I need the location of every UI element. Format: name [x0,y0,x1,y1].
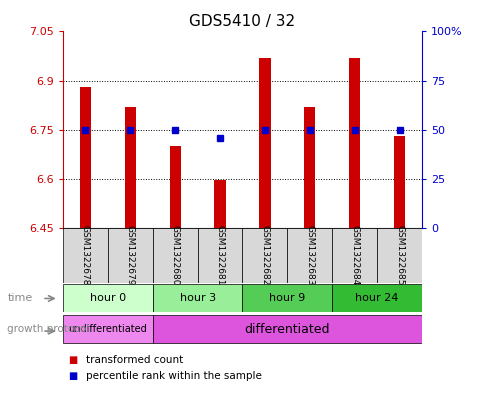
Text: GSM1322681: GSM1322681 [215,225,224,286]
Text: time: time [7,293,32,303]
Text: growth protocol: growth protocol [7,324,90,334]
Bar [63,228,107,283]
Text: GSM1322682: GSM1322682 [260,225,269,286]
Bar [348,58,360,228]
Text: ■: ■ [68,354,77,365]
Text: GSM1322684: GSM1322684 [349,225,359,286]
Text: ■: ■ [68,371,77,382]
Bar [287,228,332,283]
Bar [63,315,152,343]
Bar [242,228,287,283]
Text: GSM1322683: GSM1322683 [304,225,314,286]
Bar [169,146,181,228]
Bar [376,228,421,283]
Bar [152,315,421,343]
Text: percentile rank within the sample: percentile rank within the sample [86,371,262,382]
Bar [332,284,421,312]
Bar [152,228,197,283]
Bar [303,107,315,228]
Text: hour 0: hour 0 [90,293,126,303]
Bar [152,284,242,312]
Text: GSM1322678: GSM1322678 [81,225,90,286]
Bar [242,284,332,312]
Text: undifferentiated: undifferentiated [68,324,147,334]
Text: GDS5410 / 32: GDS5410 / 32 [189,14,295,29]
Text: GSM1322680: GSM1322680 [170,225,180,286]
Text: GSM1322679: GSM1322679 [125,225,135,286]
Bar [259,58,270,228]
Bar [332,228,376,283]
Bar [124,107,136,228]
Text: differentiated: differentiated [244,323,330,336]
Text: transformed count: transformed count [86,354,183,365]
Bar [107,228,152,283]
Text: hour 3: hour 3 [179,293,215,303]
Bar [197,228,242,283]
Text: hour 24: hour 24 [355,293,398,303]
Bar [80,87,91,228]
Text: hour 9: hour 9 [269,293,305,303]
Bar [214,180,225,228]
Bar [393,136,404,228]
Text: GSM1322685: GSM1322685 [394,225,403,286]
Bar [63,284,152,312]
